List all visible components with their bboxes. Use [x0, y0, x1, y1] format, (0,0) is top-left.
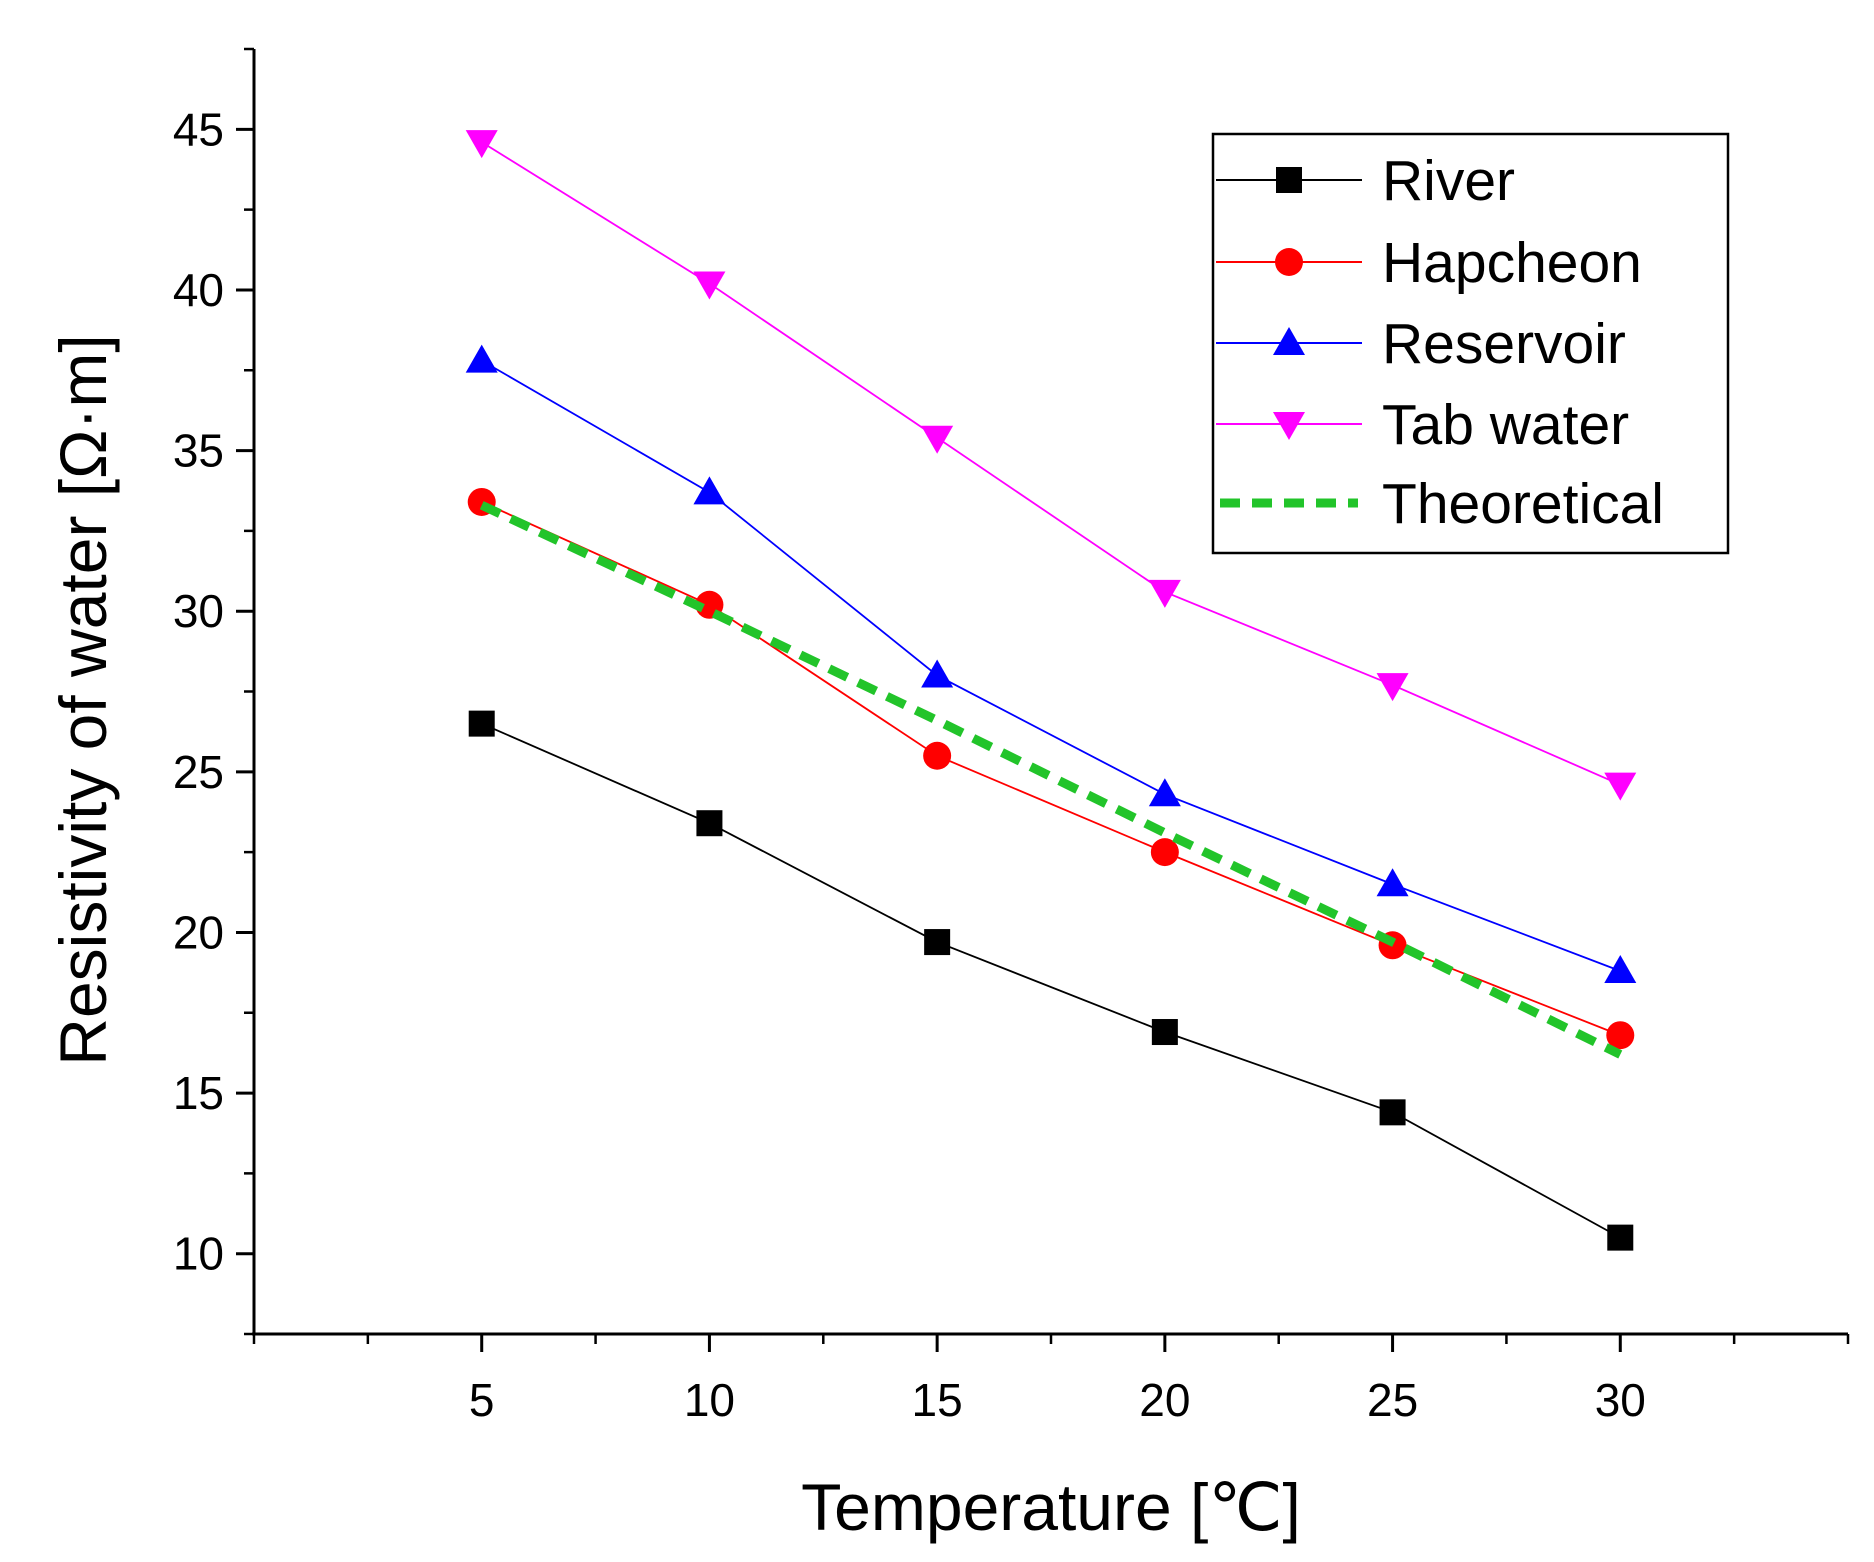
legend-marker-tab-water [1273, 412, 1305, 440]
data-point-reservoir [693, 476, 726, 505]
series-line-tab-water [481, 141, 1621, 786]
x-tick-label: 30 [1595, 1374, 1646, 1426]
series-reservoir [465, 344, 1637, 983]
x-tick-label: 25 [1367, 1374, 1418, 1426]
data-point-tab-water [1148, 579, 1181, 608]
y-tick-label: 25 [173, 746, 224, 798]
x-tick-label: 5 [469, 1374, 495, 1426]
legend: River Hapcheon Reservoir Tab water Theoretic… [1211, 132, 1730, 555]
data-point-reservoir [921, 659, 954, 688]
legend-marker-reservoir [1273, 327, 1305, 355]
legend-marker-river [1276, 167, 1302, 193]
y-axis-title: Resistivity of water [Ω·m] [46, 334, 120, 1065]
series-layer [465, 130, 1637, 1251]
tick-labels: 10 15 20 25 30 35 40 45 5 10 15 20 25 30 [173, 103, 1646, 1426]
y-tick-label: 45 [173, 103, 224, 155]
data-point-reservoir [1604, 954, 1637, 983]
data-point-reservoir [465, 344, 498, 373]
y-tick-label: 35 [173, 425, 224, 477]
x-axis-title: Temperature [℃] [801, 1470, 1301, 1544]
series-line-river [481, 722, 1621, 1239]
data-point-tab-water [1376, 673, 1409, 702]
legend-label-tab-water: Tab water [1382, 393, 1629, 457]
data-point-hapcheon [1150, 838, 1179, 867]
series-tab-water [465, 130, 1637, 801]
y-tick-label: 40 [173, 264, 224, 316]
data-point-river [1379, 1099, 1406, 1126]
data-point-river [468, 710, 495, 737]
y-tick-label: 10 [173, 1228, 224, 1280]
y-tick-label: 30 [173, 585, 224, 637]
series-river [468, 710, 1634, 1251]
ticks [236, 47, 1850, 1352]
legend-entry-theoretical: Theoretical [1220, 472, 1664, 536]
series-line-hapcheon [481, 501, 1621, 1037]
data-point-river [696, 810, 723, 837]
data-point-hapcheon [923, 741, 952, 770]
y-tick-label: 15 [173, 1067, 224, 1119]
legend-entry-river: River [1216, 149, 1515, 213]
data-point-reservoir [1148, 778, 1181, 807]
y-tick-label: 20 [173, 906, 224, 958]
x-tick-label: 15 [912, 1374, 963, 1426]
series-hapcheon [467, 487, 1635, 1050]
legend-label-hapcheon: Hapcheon [1382, 231, 1642, 295]
legend-entry-reservoir: Reservoir [1216, 312, 1626, 376]
series-line-reservoir [481, 359, 1621, 972]
data-point-river [1607, 1224, 1634, 1251]
legend-label-theoretical: Theoretical [1382, 472, 1664, 536]
legend-label-river: River [1382, 149, 1515, 213]
data-point-hapcheon [1606, 1021, 1635, 1050]
data-point-river [924, 929, 951, 956]
legend-marker-hapcheon [1275, 248, 1303, 276]
series-line-theoretical [479, 501, 1623, 1059]
data-point-tab-water [1604, 772, 1637, 801]
x-tick-label: 10 [684, 1374, 735, 1426]
data-point-river [1151, 1019, 1178, 1046]
series-theoretical [479, 501, 1623, 1059]
data-point-tab-water [465, 130, 498, 159]
data-point-tab-water [921, 425, 954, 454]
legend-label-reservoir: Reservoir [1382, 312, 1626, 376]
data-point-tab-water [693, 271, 726, 300]
legend-entry-hapcheon: Hapcheon [1216, 231, 1642, 295]
legend-entry-tab-water: Tab water [1216, 393, 1629, 457]
x-tick-label: 20 [1139, 1374, 1190, 1426]
data-point-reservoir [1376, 868, 1409, 897]
